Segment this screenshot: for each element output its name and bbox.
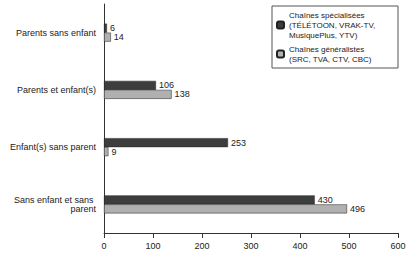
- svg-text:Sans enfant et sans: Sans enfant et sans: [13, 194, 96, 205]
- svg-text:Enfant(s) sans parent: Enfant(s) sans parent: [10, 142, 97, 152]
- svg-text:14: 14: [114, 32, 124, 42]
- svg-text:MusiquePlus, YTV): MusiquePlus, YTV): [289, 31, 358, 40]
- svg-text:496: 496: [350, 204, 365, 214]
- svg-text:138: 138: [175, 89, 190, 99]
- svg-text:100: 100: [145, 241, 160, 251]
- svg-text:0: 0: [101, 241, 106, 251]
- svg-text:(SRC, TVA, CTV, CBC): (SRC, TVA, CTV, CBC): [289, 55, 372, 64]
- svg-text:Chaînes généralistes: Chaînes généralistes: [289, 45, 366, 54]
- svg-text:Parents sans enfant: Parents sans enfant: [16, 28, 97, 38]
- svg-text:parent: parent: [70, 204, 96, 214]
- svg-text:253: 253: [231, 138, 246, 148]
- svg-text:200: 200: [194, 241, 209, 251]
- svg-text:Parents et enfant(s): Parents et enfant(s): [17, 85, 96, 95]
- svg-text:600: 600: [390, 241, 405, 251]
- svg-text:106: 106: [159, 80, 174, 90]
- svg-text:(TÉLÉTOON, VRAK-TV,: (TÉLÉTOON, VRAK-TV,: [289, 21, 377, 30]
- svg-text:300: 300: [243, 241, 258, 251]
- svg-text:430: 430: [318, 195, 333, 205]
- svg-text:Chaînes spécialisées: Chaînes spécialisées: [289, 11, 367, 20]
- svg-text:400: 400: [292, 241, 307, 251]
- svg-text:6: 6: [109, 23, 115, 34]
- svg-text:9: 9: [111, 147, 116, 157]
- svg-text:500: 500: [341, 241, 356, 251]
